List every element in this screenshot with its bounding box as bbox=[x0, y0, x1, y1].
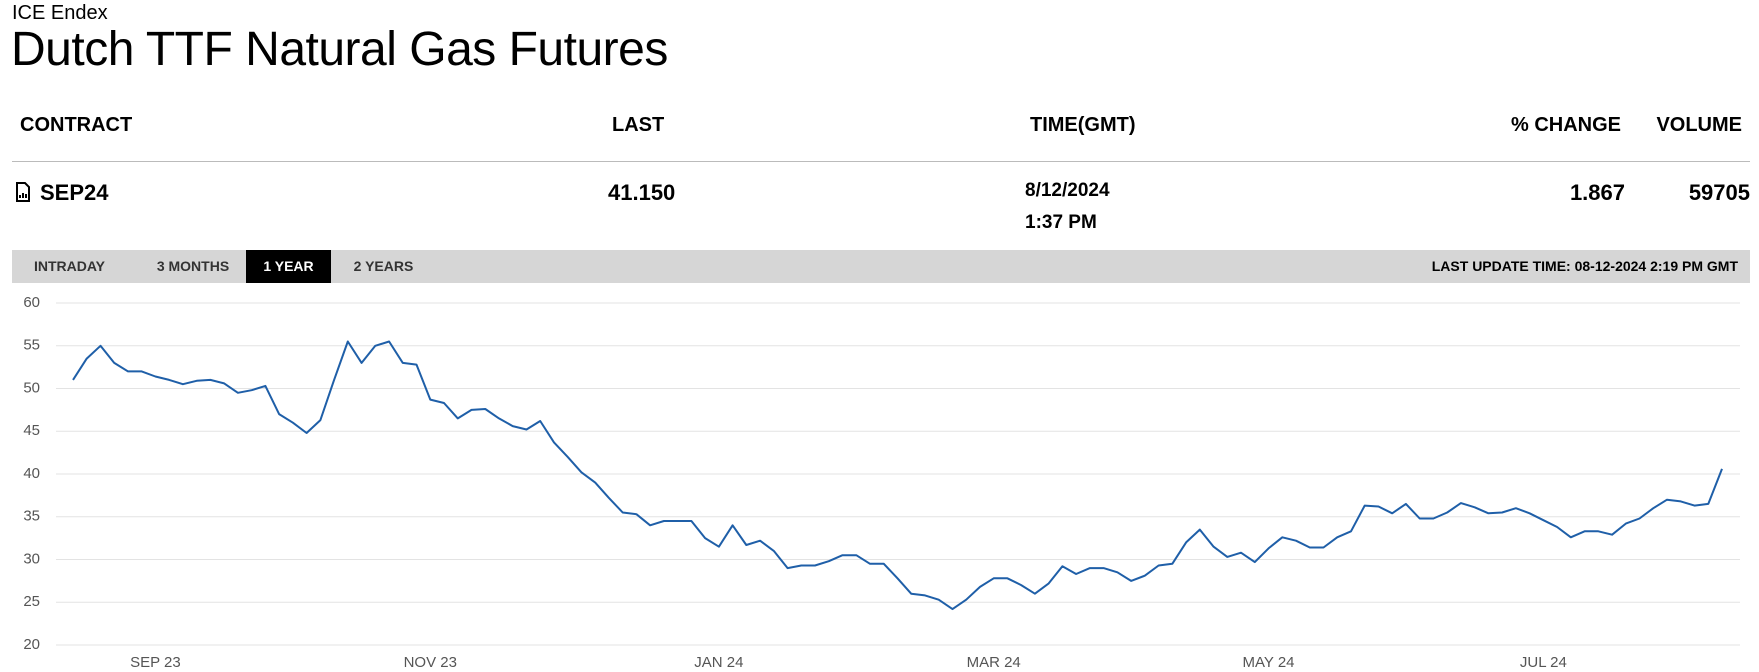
y-tick-label: 40 bbox=[23, 465, 40, 482]
percent-change: 1.867 bbox=[1569, 180, 1625, 205]
price-line bbox=[72, 340, 1723, 611]
column-header: CONTRACT bbox=[20, 114, 133, 136]
y-tick-label: 35 bbox=[23, 508, 40, 525]
last-price: 41.150 bbox=[608, 180, 676, 205]
x-tick-label: NOV 23 bbox=[404, 654, 457, 671]
y-tick-label: 30 bbox=[23, 550, 40, 567]
exchange: ICE Endex bbox=[12, 2, 108, 24]
y-tick-label: 60 bbox=[23, 294, 40, 311]
page-title: Dutch TTF Natural Gas Futures bbox=[11, 23, 668, 76]
range-tab[interactable]: 2 YEARS bbox=[353, 258, 414, 274]
column-header: % CHANGE bbox=[1510, 114, 1621, 136]
contract[interactable]: SEP24 bbox=[40, 180, 109, 205]
trade-date: 8/12/2024 bbox=[1025, 180, 1110, 201]
volume: 59705 bbox=[1688, 180, 1750, 205]
column-header: LAST bbox=[612, 114, 665, 136]
divider bbox=[12, 161, 1750, 162]
x-tick-label: SEP 23 bbox=[130, 654, 181, 671]
column-header: TIME(GMT) bbox=[1030, 114, 1136, 136]
y-tick-label: 25 bbox=[23, 593, 40, 610]
chart: 20 25 30 35 40 45 50 55 60 SEP 23 NOV 23 JAN 24 MAR … bbox=[23, 294, 1740, 671]
x-tick-label: MAR 24 bbox=[967, 654, 1021, 671]
x-tick-label: JAN 24 bbox=[694, 654, 743, 671]
x-tick-label: MAY 24 bbox=[1243, 654, 1295, 671]
trade-time: 1:37 PM bbox=[1025, 212, 1097, 233]
range-tab[interactable]: 3 MONTHS bbox=[156, 258, 230, 274]
range-tab[interactable]: 1 YEAR bbox=[246, 250, 331, 283]
x-tick-label: JUL 24 bbox=[1520, 654, 1567, 671]
range-tabs: INTRADAY 3 MONTHS 1 YEAR 2 YEARS LAST UP… bbox=[12, 250, 1750, 283]
y-tick-label: 55 bbox=[23, 337, 40, 354]
last-update: LAST UPDATE TIME: 08-12-2024 2:19 PM GMT bbox=[1431, 258, 1738, 274]
document-icon bbox=[16, 182, 30, 202]
y-tick-label: 50 bbox=[23, 379, 40, 396]
column-header: VOLUME bbox=[1656, 114, 1742, 136]
range-tab[interactable]: INTRADAY bbox=[33, 258, 106, 274]
y-tick-label: 20 bbox=[23, 636, 40, 653]
y-tick-label: 45 bbox=[23, 422, 40, 439]
